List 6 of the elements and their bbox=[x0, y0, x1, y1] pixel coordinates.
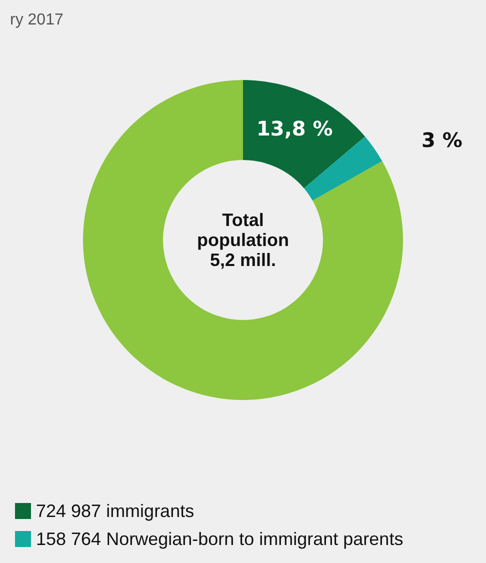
legend-label: 724 987 immigrants bbox=[36, 501, 194, 521]
text: ry 2017 bbox=[10, 12, 64, 28]
legend-label: 158 764 Norwegian-born to immigrant parents bbox=[36, 529, 404, 549]
data-label: 3 % bbox=[421, 128, 462, 152]
text: Total population 5,2 mill. bbox=[197, 210, 289, 270]
data-label: 13,8 % bbox=[256, 116, 333, 140]
